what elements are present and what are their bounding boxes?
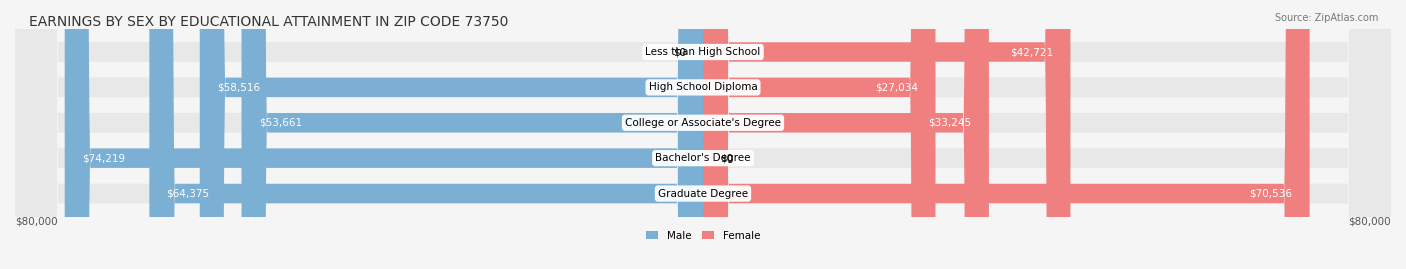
Text: Source: ZipAtlas.com: Source: ZipAtlas.com — [1274, 13, 1378, 23]
Text: $33,245: $33,245 — [928, 118, 972, 128]
FancyBboxPatch shape — [200, 0, 703, 269]
FancyBboxPatch shape — [703, 0, 1070, 269]
Text: $42,721: $42,721 — [1010, 47, 1053, 57]
FancyBboxPatch shape — [15, 0, 1391, 269]
Text: $64,375: $64,375 — [166, 189, 209, 199]
Text: College or Associate's Degree: College or Associate's Degree — [626, 118, 780, 128]
FancyBboxPatch shape — [15, 0, 1391, 269]
Text: Less than High School: Less than High School — [645, 47, 761, 57]
Text: $80,000: $80,000 — [15, 217, 58, 226]
FancyBboxPatch shape — [242, 0, 703, 269]
Text: $70,536: $70,536 — [1250, 189, 1292, 199]
Text: Graduate Degree: Graduate Degree — [658, 189, 748, 199]
Text: High School Diploma: High School Diploma — [648, 82, 758, 92]
FancyBboxPatch shape — [703, 0, 935, 269]
FancyBboxPatch shape — [15, 0, 1391, 269]
FancyBboxPatch shape — [15, 0, 1391, 269]
Legend: Male, Female: Male, Female — [641, 227, 765, 245]
FancyBboxPatch shape — [703, 0, 988, 269]
FancyBboxPatch shape — [15, 0, 1391, 269]
FancyBboxPatch shape — [703, 0, 1309, 269]
Text: EARNINGS BY SEX BY EDUCATIONAL ATTAINMENT IN ZIP CODE 73750: EARNINGS BY SEX BY EDUCATIONAL ATTAINMEN… — [28, 15, 508, 29]
FancyBboxPatch shape — [149, 0, 703, 269]
FancyBboxPatch shape — [65, 0, 703, 269]
Text: $0: $0 — [720, 153, 734, 163]
Text: Bachelor's Degree: Bachelor's Degree — [655, 153, 751, 163]
Text: $53,661: $53,661 — [259, 118, 302, 128]
Text: $74,219: $74,219 — [82, 153, 125, 163]
Text: $27,034: $27,034 — [876, 82, 918, 92]
Text: $0: $0 — [672, 47, 686, 57]
Text: $58,516: $58,516 — [217, 82, 260, 92]
Text: $80,000: $80,000 — [1348, 217, 1391, 226]
